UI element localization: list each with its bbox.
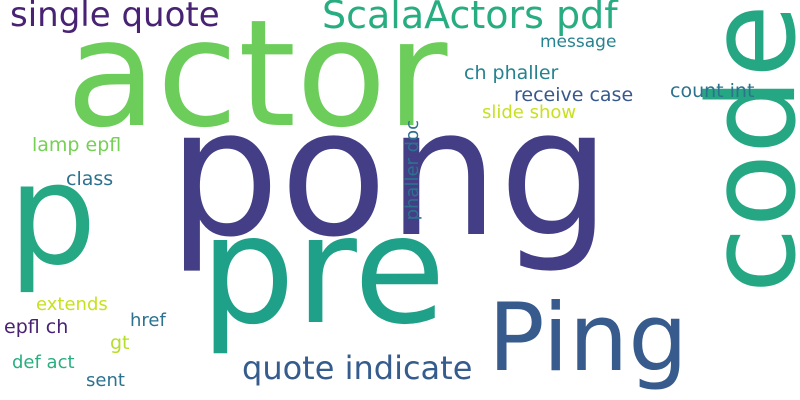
word-message: message — [540, 32, 617, 52]
word-extends: extends — [36, 294, 108, 315]
word-pre: pre — [200, 184, 446, 358]
word-href: href — [130, 310, 166, 331]
word-p: p — [8, 134, 97, 297]
word-code: code — [684, 4, 800, 294]
word-receive-case: receive case — [514, 84, 634, 106]
word-gt: gt — [110, 332, 130, 354]
word-count-int: count int — [670, 80, 755, 102]
word-slide-show: slide show — [482, 102, 577, 123]
word-pong: pong — [168, 71, 611, 276]
word-phaller-doc: phaller doc — [402, 120, 423, 221]
word-def-act: def act — [12, 352, 75, 373]
word-ping: Ping — [488, 284, 688, 393]
word-ch-phaller: ch phaller — [464, 62, 559, 84]
word-lamp-epfl: lamp epfl — [32, 134, 122, 156]
word-single-quote: single quote — [10, 0, 220, 35]
word-sent: sent — [86, 370, 125, 391]
word-scala-actors-pdf: ScalaActors pdf — [322, 0, 618, 37]
word-epfl-ch: epfl ch — [4, 316, 69, 338]
word-class: class — [66, 168, 114, 190]
word-actor: actor — [66, 0, 448, 160]
word-quote-indicate: quote indicate — [242, 349, 473, 387]
